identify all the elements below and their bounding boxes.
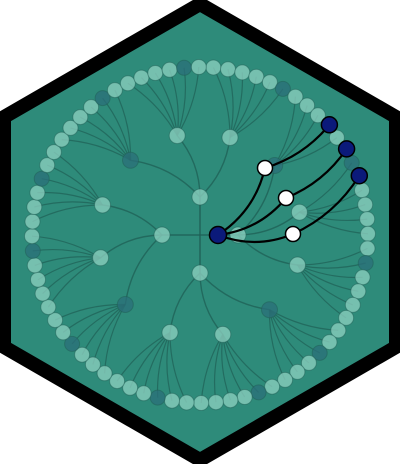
mid-node-11 [169,128,185,144]
mid-node-5 [215,326,231,342]
leaf-node-49 [35,286,50,301]
leaf-node-3 [249,69,264,84]
leaf-node-15 [358,197,373,212]
inner-node-0 [192,189,208,205]
mid-node-6 [162,325,178,341]
leaf-node-31 [251,385,266,400]
leaf-node-55 [27,200,42,215]
leaf-node-70 [177,60,192,75]
leaf-node-20 [355,270,370,285]
leaf-node-37 [165,393,180,408]
leaf-node-52 [25,243,40,258]
leaf-node-35 [194,396,209,411]
leaf-node-33 [223,393,238,408]
leaf-node-67 [134,70,149,85]
leaf-node-34 [208,395,223,410]
highlight-white-node-1 [279,191,294,206]
leaf-node-54 [25,214,40,229]
leaf-node-39 [136,386,151,401]
leaf-node-48 [41,300,56,315]
mid-node-3 [290,257,306,273]
highlight-leaf-node-0 [321,117,337,133]
inner-node-2 [192,265,208,281]
leaf-node-50 [31,272,46,287]
leaf-node-56 [30,185,45,200]
leaf-node-16 [360,212,375,227]
leaf-node-32 [237,390,252,405]
leaf-node-57 [34,171,49,186]
leaf-node-36 [179,395,194,410]
leaf-node-66 [120,76,135,91]
leaf-node-19 [358,256,373,271]
mid-node-7 [117,297,133,313]
mid-node-2 [291,204,307,220]
leaf-node-68 [148,66,163,81]
leaf-node-2 [235,65,250,80]
mid-node-8 [93,250,109,266]
leaf-node-53 [25,229,40,244]
leaf-node-30 [265,379,280,394]
mid-node-10 [123,152,139,168]
mid-node-4 [262,302,278,318]
inner-node-3 [154,227,170,243]
leaf-node-69 [162,62,177,77]
leaf-node-71 [191,60,206,75]
leaf-node-0 [206,60,221,75]
leaf-node-51 [27,258,42,273]
mid-node-0 [222,130,238,146]
leaf-node-18 [360,241,375,256]
highlight-white-node-2 [286,227,301,242]
highlight-root-node [210,227,227,244]
highlight-white-node-0 [258,161,273,176]
mid-node-9 [95,197,111,213]
leaf-node-21 [351,284,366,299]
highlight-leaf-node-1 [339,141,355,157]
leaf-node-38 [150,390,165,405]
highlight-leaf-node-2 [351,168,367,184]
leaf-node-17 [361,226,376,241]
leaf-node-1 [221,62,236,77]
leaf-node-14 [355,183,370,198]
